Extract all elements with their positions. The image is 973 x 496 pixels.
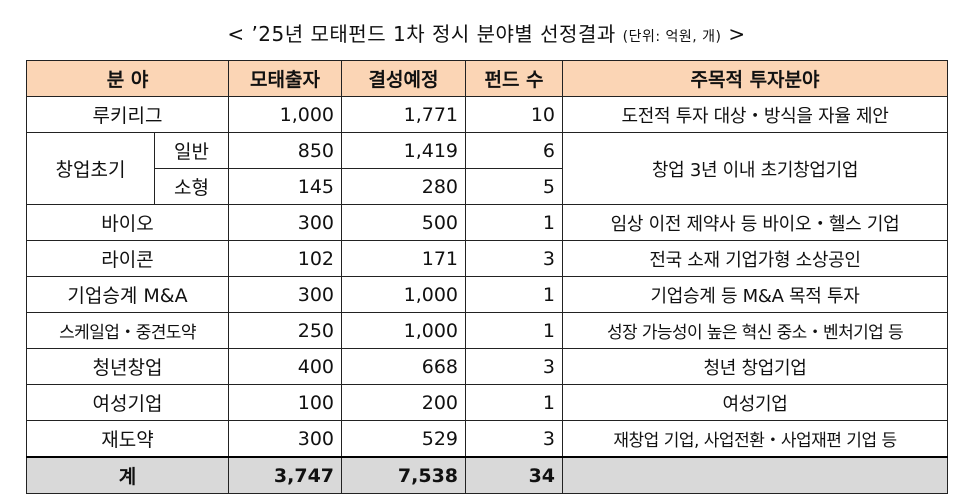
table-row: 여성기업 100 200 1 여성기업 [25,384,949,421]
header-row: 분 야 모태출자 결성예정 펀드 수 주목적 투자분야 [25,60,949,97]
table-row: 재도약 300 529 3 재창업 기업, 사업전환・사업재편 기업 등 [25,420,949,458]
mother-fund-cell: 250 [228,312,343,349]
total-row: 계 3,747 7,538 34 [25,456,949,494]
mother-fund-cell: 850 [228,132,343,169]
mother-fund-cell: 1,000 [228,96,343,133]
table-row: 소형 145 280 5 [27,168,948,205]
total-fund-count: 34 [465,456,564,494]
focus-cell: 여성기업 [562,384,949,421]
subfield-cell: 소형 [153,168,230,205]
header-fund-count: 펀드 수 [465,60,564,97]
table-title: < ’25년 모태펀드 1차 정시 분야별 선정결과 (단위: 억원, 개) > [0,18,973,47]
focus-cell: 창업 3년 이내 초기창업기업 [562,132,949,205]
focus-cell: 청년 창업기업 [562,348,949,385]
total-planned: 7,538 [341,456,467,494]
total-mother-fund: 3,747 [228,456,343,494]
table-row: 청년창업 400 668 3 청년 창업기업 [25,348,949,385]
header-field: 분 야 [25,60,230,97]
fund-count-cell: 6 [465,132,564,169]
planned-cell: 500 [341,204,467,241]
field-cell: 바이오 [25,204,230,241]
mother-fund-cell: 400 [228,348,343,385]
field-cell: 창업초기 [26,132,155,205]
planned-cell: 1,000 [341,312,467,349]
mother-fund-cell: 100 [228,384,343,421]
fund-count-cell: 1 [465,276,564,313]
planned-cell: 1,000 [341,276,467,313]
title-main: < ’25년 모태펀드 1차 정시 분야별 선정결과 [227,22,616,46]
selection-results-table: 분 야 모태출자 결성예정 펀드 수 주목적 투자분야 루키리그 1,000 1… [25,60,949,494]
mother-fund-cell: 145 [228,168,343,205]
table-row: 루키리그 1,000 1,771 10 도전적 투자 대상・방식을 자율 제안 [25,96,949,133]
focus-cell: 전국 소재 기업가형 소상공인 [562,240,949,277]
header-planned: 결성예정 [341,60,467,97]
table-row: 창업초기 일반 850 1,419 6 창업 3년 이내 초기창업기업 [26,132,949,205]
header-focus: 주목적 투자분야 [562,60,949,97]
fund-count-cell: 1 [465,204,564,241]
fund-count-cell: 1 [465,312,564,349]
field-cell: 여성기업 [25,384,230,421]
total-focus-empty [562,456,949,494]
planned-cell: 171 [341,240,467,277]
planned-cell: 1,419 [341,132,467,169]
total-label: 계 [25,456,230,494]
fund-count-cell: 1 [465,384,564,421]
planned-cell: 1,771 [341,96,467,133]
mother-fund-cell: 102 [228,240,343,277]
focus-cell: 임상 이전 제약사 등 바이오・헬스 기업 [562,204,949,241]
header-mother-fund: 모태출자 [228,60,343,97]
planned-cell: 529 [341,420,467,458]
fund-count-cell: 3 [465,348,564,385]
mother-fund-cell: 300 [228,204,343,241]
table-row: 스케일업・중견도약 250 1,000 1 성장 가능성이 높은 혁신 중소・벤… [25,312,949,349]
table-row: 라이콘 102 171 3 전국 소재 기업가형 소상공인 [25,240,949,277]
planned-cell: 200 [341,384,467,421]
table-row: 바이오 300 500 1 임상 이전 제약사 등 바이오・헬스 기업 [25,204,949,241]
field-cell: 라이콘 [25,240,230,277]
focus-cell: 도전적 투자 대상・방식을 자율 제안 [562,96,949,133]
focus-cell: 기업승계 등 M&A 목적 투자 [562,276,949,313]
title-unit: (단위: 억원, 개) [622,29,722,45]
subfield-cell: 일반 [153,132,230,169]
mother-fund-cell: 300 [228,420,343,458]
planned-cell: 668 [341,348,467,385]
field-cell: 청년창업 [25,348,230,385]
mother-fund-cell: 300 [228,276,343,313]
focus-cell: 성장 가능성이 높은 혁신 중소・벤처기업 등 [562,312,949,349]
focus-cell: 재창업 기업, 사업전환・사업재편 기업 등 [562,420,949,458]
field-cell: 재도약 [25,420,230,458]
fund-count-cell: 3 [465,240,564,277]
fund-count-cell: 10 [465,96,564,133]
field-cell: 기업승계 M&A [25,276,230,313]
title-close: > [728,22,746,46]
fund-count-cell: 3 [465,420,564,458]
field-cell: 스케일업・중견도약 [25,312,230,349]
field-cell: 루키리그 [25,96,230,133]
table-row: 기업승계 M&A 300 1,000 1 기업승계 등 M&A 목적 투자 [25,276,949,313]
fund-count-cell: 5 [465,168,564,205]
planned-cell: 280 [341,168,467,205]
